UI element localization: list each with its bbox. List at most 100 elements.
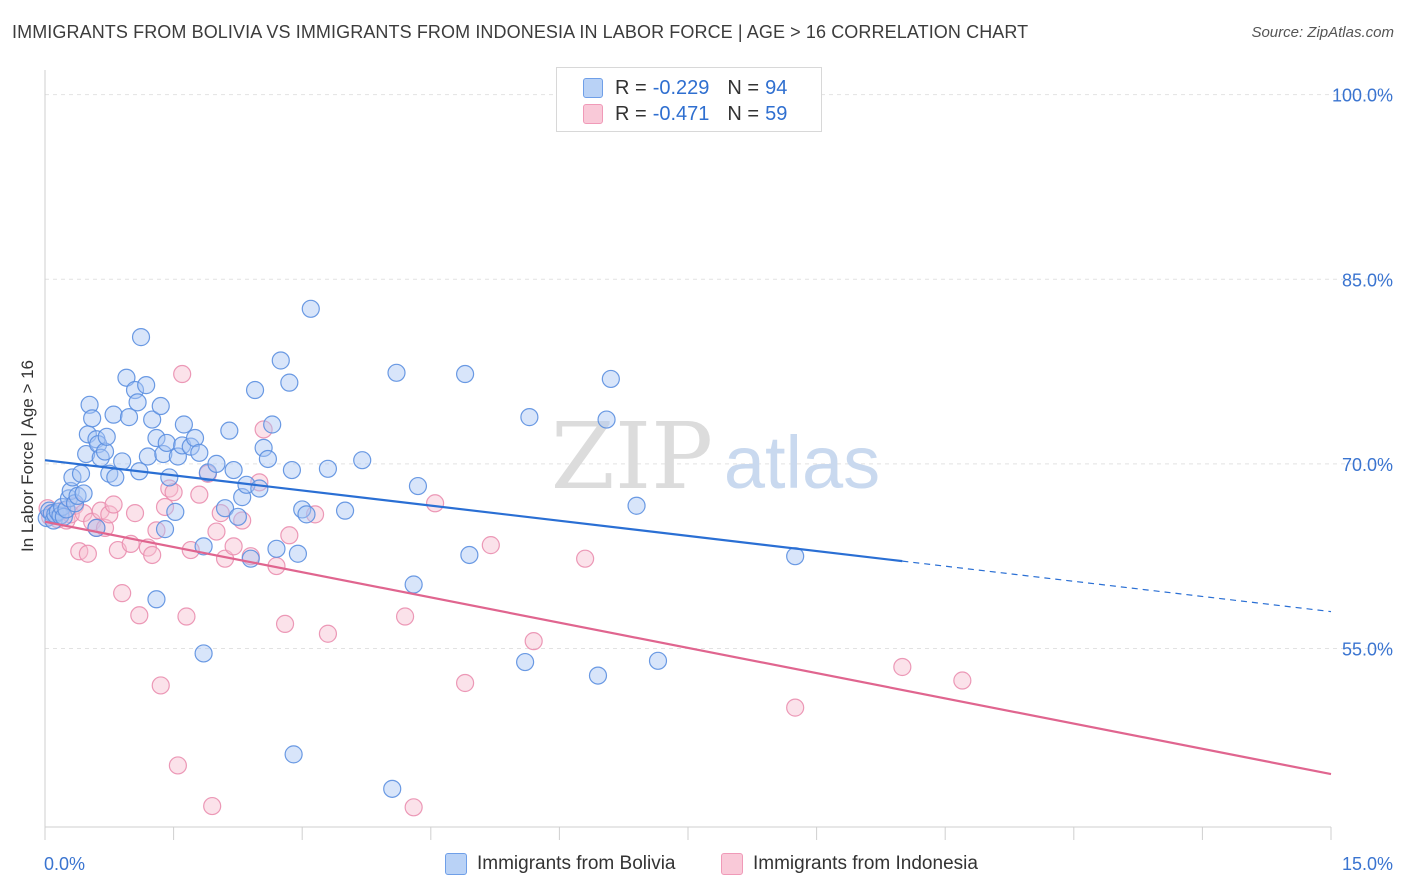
legend-n-label: N = (727, 76, 760, 99)
bolivia-point (147, 590, 166, 609)
indonesia-point (455, 673, 475, 693)
bolivia-point (267, 539, 286, 558)
bolivia-point (207, 454, 226, 473)
bolivia-point (228, 507, 247, 526)
bolivia-point (104, 405, 123, 424)
indonesia-point (404, 798, 423, 817)
indonesia-trend-line (44, 520, 1332, 776)
indonesia-point (318, 624, 338, 643)
bolivia-point (263, 415, 282, 434)
indonesia-point (576, 549, 595, 568)
indonesia-point (143, 545, 162, 565)
bolivia-point (288, 544, 308, 563)
indonesia-point (280, 526, 299, 545)
series-bolivia-points (37, 299, 805, 798)
bottom-legend-bolivia: Immigrants from Bolivia (445, 851, 676, 877)
bolivia-point (597, 410, 616, 429)
indonesia-point (203, 796, 222, 816)
indonesia-point (177, 607, 196, 626)
indonesia-point (893, 657, 912, 677)
legend-row-bolivia: R = -0.229 N = 94 (583, 76, 787, 100)
watermark: ZIP atlas (551, 403, 880, 510)
indonesia-point (104, 495, 123, 514)
bolivia-point (250, 479, 269, 498)
bolivia-point (220, 421, 239, 440)
stats-legend: R = -0.229 N = 94 R = -0.471 N = 59 (556, 67, 822, 132)
bottom-legend-label-indonesia: Immigrants from Indonesia (753, 853, 978, 874)
bolivia-point (627, 496, 646, 515)
indonesia-point (155, 497, 175, 517)
indonesia-point (207, 522, 226, 541)
indonesia-point (173, 364, 192, 384)
legend-r-label: R = (615, 102, 647, 125)
bolivia-point (297, 505, 316, 524)
legend-r-value-bolivia: -0.229 (652, 76, 710, 99)
bolivia-point (83, 409, 102, 428)
y-axis-label: In Labor Force | Age > 16 (18, 359, 37, 553)
trend-lines (44, 459, 1332, 776)
bolivia-point (648, 651, 668, 670)
y-tick-label: 85.0% (1342, 270, 1393, 290)
bolivia-point (147, 428, 166, 448)
bolivia-point (106, 468, 125, 487)
bolivia-point (166, 502, 185, 521)
watermark-atlas: atlas (724, 421, 880, 504)
indonesia-point (78, 544, 97, 563)
bolivia-point (80, 395, 99, 414)
bolivia-point (318, 459, 338, 478)
bolivia-point (71, 464, 91, 483)
bolivia-point (387, 363, 406, 382)
x-tick-label: 0.0% (44, 854, 85, 874)
bolivia-point (258, 449, 278, 469)
bolivia-point (185, 428, 205, 448)
bolivia-point (77, 444, 96, 464)
bolivia-point (151, 396, 170, 416)
bolivia-point (455, 364, 475, 384)
indonesia-point (786, 698, 805, 717)
indonesia-point (254, 420, 273, 439)
bolivia-point (143, 410, 162, 429)
bolivia-point (157, 433, 176, 453)
bolivia-point (516, 652, 535, 672)
bolivia-point (284, 745, 303, 764)
bolivia-point (335, 501, 355, 520)
indonesia-point (130, 606, 149, 625)
indonesia-point (151, 676, 170, 695)
watermark-zip: ZIP (551, 403, 713, 510)
indonesia-point (224, 537, 243, 556)
bolivia-point (254, 438, 273, 457)
bolivia-point (215, 499, 235, 518)
source-credit: Source: ZipAtlas.com (1251, 24, 1394, 41)
bolivia-point (128, 393, 147, 412)
legend-n-value-indonesia: 59 (765, 102, 788, 125)
tick-labels: 100.0% 85.0% 70.0% 55.0% 0.0% 15.0% (44, 86, 1393, 874)
legend-row-indonesia: R = -0.471 N = 59 (583, 102, 787, 126)
bolivia-point (168, 447, 187, 466)
bottom-legend-indonesia: Immigrants from Indonesia (721, 851, 978, 877)
bolivia-point (520, 408, 539, 427)
bolivia-point (601, 369, 620, 389)
bolivia-trend-line (44, 459, 903, 563)
legend-n-value-bolivia: 94 (765, 76, 788, 99)
bolivia-point (154, 444, 173, 464)
indonesia-point (164, 483, 183, 502)
indonesia-point (125, 504, 145, 523)
indonesia-point (275, 614, 295, 634)
indonesia-point (113, 584, 132, 603)
bottom-legend-swatch-indonesia (721, 853, 743, 875)
indonesia-point (524, 632, 543, 651)
legend-swatch-indonesia (583, 104, 603, 124)
bottom-legend-label-bolivia: Immigrants from Bolivia (477, 853, 676, 874)
bolivia-point (383, 779, 402, 798)
indonesia-point (190, 485, 209, 504)
y-tick-label: 100.0% (1332, 86, 1393, 106)
bolivia-point (138, 447, 157, 466)
bolivia-point (160, 468, 179, 487)
bolivia-point (97, 427, 116, 446)
y-tick-label: 55.0% (1342, 640, 1393, 660)
chart-title: IMMIGRANTS FROM BOLIVIA VS IMMIGRANTS FR… (12, 22, 1029, 42)
indonesia-point (481, 536, 500, 555)
bolivia-point (271, 351, 290, 370)
indonesia-point (395, 607, 415, 626)
